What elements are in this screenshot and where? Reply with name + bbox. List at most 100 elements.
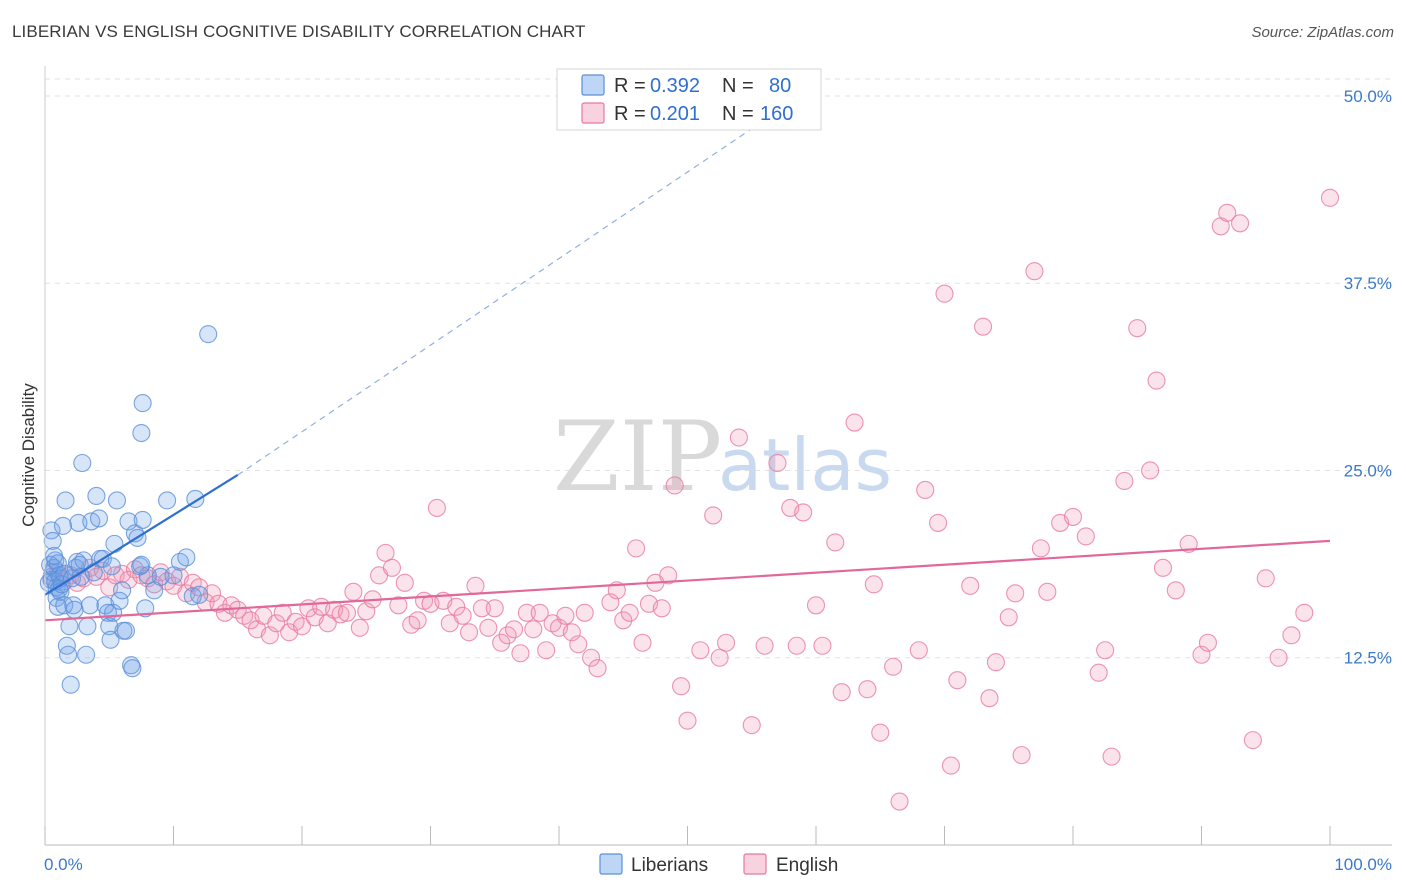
- data-point-english: [447, 597, 466, 616]
- data-point-liberian: [199, 325, 218, 344]
- data-point-liberian: [100, 617, 119, 636]
- data-point-english: [909, 641, 928, 660]
- data-point-english: [1243, 731, 1262, 750]
- data-point-liberian: [73, 453, 92, 473]
- bottom-legend-label-english: English: [776, 855, 838, 876]
- data-point-english: [1153, 558, 1172, 577]
- data-point-english: [961, 576, 980, 595]
- data-point-english: [575, 603, 594, 622]
- data-point-english: [292, 617, 312, 636]
- data-point-english: [376, 543, 395, 562]
- y-tick-label: 12.5%: [1344, 649, 1392, 668]
- data-point-liberian: [107, 491, 127, 510]
- data-point-liberian: [65, 600, 84, 619]
- data-point-english: [331, 605, 350, 624]
- data-point-english: [1025, 262, 1044, 281]
- bottom-legend-swatch-liberians: [599, 853, 623, 875]
- data-point-liberian: [80, 596, 100, 615]
- data-point-english: [633, 633, 652, 652]
- data-point-english: [980, 689, 999, 708]
- data-point-english: [1076, 527, 1095, 546]
- data-point-english: [389, 596, 408, 615]
- data-point-english: [395, 573, 414, 592]
- data-point-liberian: [101, 630, 120, 649]
- data-point-english: [267, 614, 286, 633]
- data-point-english: [588, 659, 607, 678]
- data-point-liberian: [116, 621, 136, 640]
- data-point-liberian: [132, 555, 151, 574]
- data-point-english: [620, 603, 639, 622]
- data-point-english: [1038, 582, 1057, 601]
- data-point-english: [665, 476, 684, 495]
- data-point-liberian: [87, 486, 106, 505]
- data-point-liberian: [56, 491, 75, 510]
- x-tick-label-max: 100.0%: [1334, 855, 1392, 874]
- data-point-english: [672, 677, 691, 696]
- data-point-english: [755, 636, 774, 655]
- data-point-english: [710, 648, 729, 667]
- data-point-liberian: [61, 675, 80, 694]
- data-point-liberian: [59, 645, 78, 664]
- data-point-liberian: [57, 636, 76, 655]
- data-point-liberian: [177, 548, 196, 567]
- data-point-english: [1179, 534, 1198, 553]
- legend-frame: [556, 68, 822, 131]
- trendline-english: [44, 539, 1331, 622]
- data-point-english: [485, 599, 504, 618]
- data-point-liberian: [96, 596, 115, 615]
- data-point-english: [832, 683, 851, 702]
- y-axis-label: Cognitive Disability: [19, 383, 38, 527]
- data-point-english: [1006, 584, 1025, 603]
- data-point-english: [1115, 471, 1134, 491]
- data-point-english: [537, 641, 556, 660]
- data-point-english: [929, 513, 948, 532]
- legend-r-label-liberians: R =: [614, 75, 646, 97]
- series-liberians-points: [39, 325, 218, 694]
- data-point-english: [884, 657, 903, 676]
- data-point-english: [1166, 581, 1185, 600]
- data-point-english: [569, 635, 588, 654]
- data-point-liberian: [53, 516, 73, 535]
- data-point-english: [453, 606, 472, 625]
- data-point-english: [1031, 539, 1050, 558]
- data-point-english: [1269, 648, 1288, 667]
- data-point-liberian: [123, 659, 142, 678]
- data-point-english: [344, 582, 363, 601]
- data-point-english: [1295, 603, 1314, 622]
- data-point-liberian: [102, 557, 121, 576]
- data-point-english: [1063, 507, 1083, 526]
- legend-r-value-liberians: 0.392: [650, 75, 700, 97]
- data-point-english: [864, 575, 883, 594]
- legend-n-value-liberians: 80: [769, 75, 791, 97]
- data-point-english: [524, 620, 543, 639]
- data-point-english: [517, 603, 536, 622]
- data-point-liberian: [105, 534, 124, 553]
- data-point-english: [871, 723, 890, 742]
- data-point-liberian: [122, 656, 141, 675]
- data-point-english: [999, 608, 1018, 627]
- data-point-english: [1089, 663, 1108, 682]
- trendline-liberians: [44, 474, 239, 596]
- legend-r-value-english: 0.201: [650, 103, 700, 125]
- data-point-liberian: [113, 581, 132, 600]
- source-credit: Source: ZipAtlas.com: [1251, 24, 1394, 41]
- data-point-english: [466, 576, 485, 595]
- watermark-zip: ZIP: [553, 401, 722, 513]
- data-point-english: [659, 566, 678, 585]
- data-point-english: [806, 596, 826, 615]
- data-point-english: [337, 603, 357, 622]
- data-point-liberian: [60, 617, 79, 636]
- data-point-english: [787, 636, 806, 655]
- data-point-english: [826, 533, 845, 552]
- legend-r-label-english: R =: [614, 103, 646, 125]
- legend-n-label-liberians: N =: [722, 75, 754, 97]
- data-point-liberian: [183, 587, 202, 606]
- data-point-english: [652, 599, 671, 618]
- data-point-english: [916, 480, 935, 500]
- data-point-english: [1282, 626, 1301, 645]
- grid-lines: [45, 78, 1392, 659]
- data-point-liberian: [44, 546, 64, 565]
- data-point-liberian: [132, 423, 151, 443]
- legend-box: R = 0.392 N = 80 R = 0.201 N = 160: [556, 68, 822, 131]
- data-point-english: [582, 648, 601, 667]
